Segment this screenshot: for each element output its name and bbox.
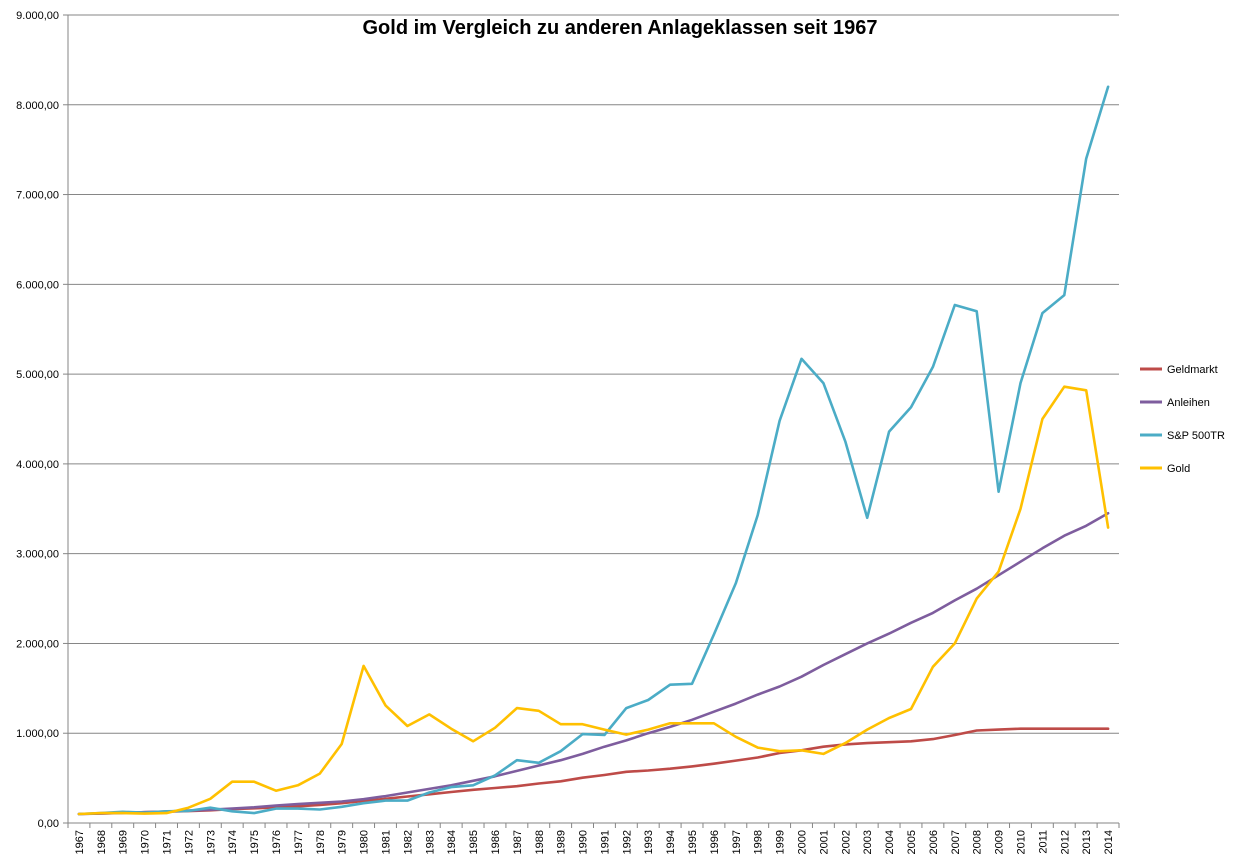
- x-tick-label: 1973: [205, 830, 217, 854]
- x-tick-label: 1987: [512, 830, 524, 854]
- x-tick-label: 2002: [840, 830, 852, 854]
- x-tick-label: 2009: [994, 830, 1006, 854]
- x-tick-label: 1996: [709, 830, 721, 854]
- x-tick-label: 1981: [380, 830, 392, 854]
- x-tick-label: 1994: [665, 830, 677, 854]
- x-tick-label: 2003: [862, 830, 874, 854]
- series-lines: [77, 85, 1110, 816]
- x-tick-label: 1999: [775, 830, 787, 854]
- x-tick-label: 2005: [906, 830, 918, 854]
- x-tick-label: 1993: [643, 830, 655, 854]
- y-tick-label: 1.000,00: [16, 728, 59, 740]
- x-tick-label: 1976: [271, 830, 283, 854]
- series-line-s-p-500tr: [77, 85, 1110, 816]
- y-axis-ticks: 0,00 1.000,00 2.000,00 3.000,00 4.000,00 5.00…: [16, 10, 69, 830]
- x-tick-label: 1978: [315, 830, 327, 854]
- legend: Geldmarkt Anleihen S&P 500TR Gold: [1140, 364, 1225, 475]
- x-tick-label: 1972: [183, 830, 195, 854]
- x-tick-label: 1974: [227, 830, 239, 854]
- x-tick-label: 1988: [534, 830, 546, 854]
- legend-label: Geldmarkt: [1167, 364, 1218, 376]
- x-tick-label: 1971: [162, 830, 174, 854]
- x-tick-label: 1970: [140, 830, 152, 854]
- x-tick-label: 2006: [928, 830, 940, 854]
- y-tick-label: 0,00: [38, 818, 59, 830]
- y-tick-label: 6.000,00: [16, 279, 59, 291]
- x-tick-label: 2012: [1059, 830, 1071, 854]
- x-tick-label: 1980: [359, 830, 371, 854]
- x-tick-label: 1989: [556, 830, 568, 854]
- y-tick-label: 5.000,00: [16, 369, 59, 381]
- x-tick-label: 2004: [884, 830, 896, 854]
- x-tick-label: 1984: [446, 830, 458, 854]
- legend-label: S&P 500TR: [1167, 430, 1225, 442]
- y-tick-label: 3.000,00: [16, 549, 59, 561]
- x-tick-label: 1995: [687, 830, 699, 854]
- x-tick-label: 1985: [468, 830, 480, 854]
- x-tick-label: 1982: [402, 830, 414, 854]
- x-tick-label: 2014: [1103, 830, 1115, 854]
- x-tick-label: 1991: [599, 830, 611, 854]
- x-tick-label: 1990: [578, 830, 590, 854]
- series-line-gold: [77, 385, 1110, 816]
- x-tick-label: 1977: [293, 830, 305, 854]
- legend-label: Gold: [1167, 463, 1190, 475]
- chart-title: Gold im Vergleich zu anderen Anlageklass…: [362, 17, 877, 39]
- x-tick-label: 1997: [731, 830, 743, 854]
- x-tick-label: 2010: [1015, 830, 1027, 854]
- y-tick-label: 2.000,00: [16, 638, 59, 650]
- y-tick-label: 7.000,00: [16, 190, 59, 202]
- x-tick-label: 1967: [74, 830, 86, 854]
- y-tick-label: 4.000,00: [16, 459, 59, 471]
- x-tick-label: 2013: [1081, 830, 1093, 854]
- x-tick-label: 1983: [424, 830, 436, 854]
- x-tick-label: 1998: [753, 830, 765, 854]
- legend-label: Anleihen: [1167, 397, 1210, 409]
- x-tick-label: 2001: [818, 830, 830, 854]
- y-tick-label: 9.000,00: [16, 10, 59, 22]
- gridlines: [68, 14, 1119, 824]
- x-tick-label: 2008: [972, 830, 984, 854]
- x-tick-label: 1975: [249, 830, 261, 854]
- x-tick-label: 2011: [1037, 830, 1049, 854]
- x-tick-label: 1968: [96, 830, 108, 854]
- x-tick-label: 1979: [337, 830, 349, 854]
- x-tick-label: 1969: [118, 830, 130, 854]
- x-tick-label: 2000: [797, 830, 809, 854]
- x-tick-label: 1986: [490, 830, 502, 854]
- x-tick-label: 1992: [621, 830, 633, 854]
- x-tick-label: 2007: [950, 830, 962, 854]
- y-tick-label: 8.000,00: [16, 100, 59, 112]
- x-axis: 1967 1968 1969 1970 1971 1972 1973 1974 1975 1976…: [67, 823, 1120, 854]
- series-line-anleihen: [77, 511, 1110, 816]
